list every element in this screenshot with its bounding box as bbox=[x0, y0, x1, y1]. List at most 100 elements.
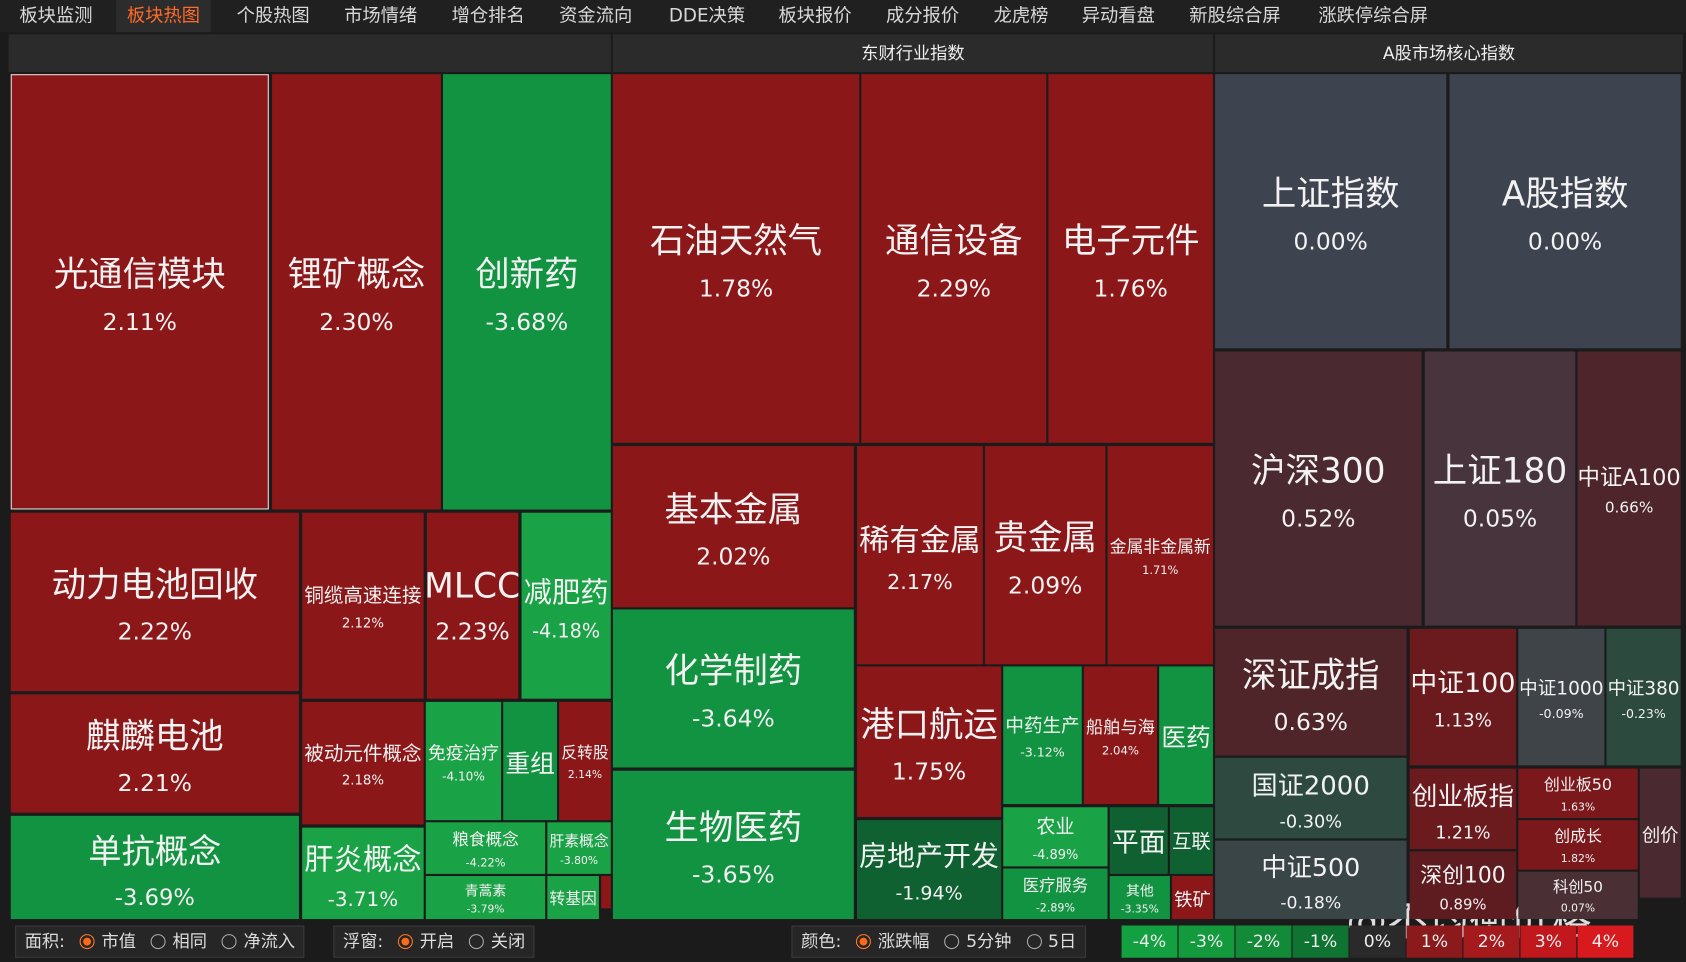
heatmap-tile[interactable]: 被动元件概念 2.18% bbox=[302, 701, 424, 825]
tile-name: 互联 bbox=[1172, 830, 1211, 854]
heatmap-tile[interactable]: 其他 -3.35% bbox=[1109, 876, 1170, 920]
heatmap-tile[interactable]: 电子元件 1.76% bbox=[1048, 74, 1213, 443]
tab[interactable]: 新股综合屏 bbox=[1189, 5, 1281, 27]
heatmap-tile[interactable]: 单抗概念 -3.69% bbox=[10, 815, 299, 920]
tab[interactable]: 板块报价 bbox=[778, 5, 852, 27]
heatmap-tile[interactable]: 锂矿概念 2.30% bbox=[272, 74, 441, 510]
radio[interactable] bbox=[1026, 934, 1042, 950]
option[interactable]: 市值 bbox=[101, 930, 136, 952]
heatmap-tile[interactable]: 青蒿素 -3.79% bbox=[425, 876, 546, 920]
heatmap-tile[interactable]: 创成长 1.82% bbox=[1518, 820, 1638, 870]
heatmap-tile[interactable]: 深创100 0.89% bbox=[1409, 851, 1517, 920]
heatmap-tile[interactable]: 反转股 2.14% bbox=[559, 701, 611, 821]
radio[interactable] bbox=[944, 934, 960, 950]
heatmap-tile[interactable]: 深证成指 0.63% bbox=[1215, 628, 1407, 756]
heatmap-tile[interactable]: 平面 bbox=[1109, 807, 1168, 874]
heatmap-tile[interactable]: 创业板50 1.63% bbox=[1518, 768, 1638, 818]
heatmap-tile[interactable]: 光通信模块 2.11% bbox=[10, 74, 269, 510]
heatmap-tile[interactable]: 减肥药 -4.18% bbox=[521, 512, 611, 699]
heatmap-tile[interactable] bbox=[601, 876, 611, 909]
tab[interactable]: DDE决策 bbox=[668, 5, 746, 27]
radio[interactable] bbox=[150, 934, 167, 950]
tab[interactable]: 板块热图 bbox=[116, 0, 211, 33]
heatmap-tile[interactable]: 中药生产 -3.12% bbox=[1003, 666, 1082, 805]
heatmap-tile[interactable]: 船舶与海 2.04% bbox=[1083, 666, 1158, 805]
heatmap-tile[interactable]: 金属非金属新 1.71% bbox=[1107, 446, 1213, 665]
label: 颜色: bbox=[801, 930, 842, 952]
tab[interactable]: 个股热图 bbox=[236, 5, 310, 27]
heatmap-tile[interactable]: 生物医药 -3.65% bbox=[612, 770, 854, 920]
heatmap-tile[interactable]: 上证180 0.05% bbox=[1424, 351, 1576, 626]
heatmap-tile[interactable]: 农业 -4.89% bbox=[1003, 807, 1108, 867]
tab[interactable]: 增仓排名 bbox=[451, 5, 525, 27]
tile-change: -0.23% bbox=[1621, 706, 1666, 722]
heatmap-tile[interactable]: 港口航运 1.75% bbox=[857, 666, 1002, 817]
heatmap-tile[interactable]: 铜缆高速连接 2.12% bbox=[302, 512, 424, 699]
tab[interactable]: 板块监测 bbox=[19, 5, 93, 27]
heatmap-tile[interactable]: 房地产开发 -1.94% bbox=[857, 820, 1002, 920]
legend-swatch: 3% bbox=[1520, 925, 1577, 958]
heatmap-tile[interactable]: 中证500 -0.18% bbox=[1215, 840, 1407, 920]
option[interactable]: 关闭 bbox=[490, 930, 526, 952]
tile-name: 肝炎概念 bbox=[304, 844, 422, 878]
heatmap-tile[interactable]: 粮食概念 -4.22% bbox=[425, 822, 546, 874]
heatmap-tile[interactable]: 互联 bbox=[1169, 807, 1213, 874]
heatmap-tile[interactable]: 动力电池回收 2.22% bbox=[10, 512, 299, 692]
heatmap-tile[interactable]: 医疗服务 -2.89% bbox=[1003, 868, 1108, 920]
tile-name: 深创100 bbox=[1420, 862, 1506, 888]
option[interactable]: 开启 bbox=[419, 930, 455, 952]
tab[interactable]: 涨跌停综合屏 bbox=[1318, 5, 1428, 27]
heatmap-tile[interactable]: 创价 bbox=[1639, 768, 1681, 898]
heatmap-tile[interactable]: 中证1000 -0.09% bbox=[1518, 628, 1605, 766]
heatmap-tile[interactable]: 中证100 1.13% bbox=[1409, 628, 1517, 766]
heatmap-tile[interactable]: 医药 bbox=[1159, 666, 1213, 805]
heatmap-tile[interactable]: 麒麟电池 2.21% bbox=[10, 694, 299, 813]
option[interactable]: 涨跌幅 bbox=[877, 930, 930, 952]
tab[interactable]: 龙虎榜 bbox=[993, 5, 1049, 27]
heatmap-tile[interactable]: MLCC 2.23% bbox=[426, 512, 519, 699]
tile-name: 船舶与海 bbox=[1086, 716, 1155, 738]
heatmap-tile[interactable]: 化学制药 -3.64% bbox=[612, 609, 854, 768]
heatmap-tile[interactable]: 免疫治疗 -4.10% bbox=[425, 701, 502, 821]
tile-change: -3.71% bbox=[327, 888, 399, 912]
tile-name: 铜缆高速连接 bbox=[304, 585, 422, 608]
tile-change: 2.04% bbox=[1101, 744, 1140, 759]
heatmap-tile[interactable]: 贵金属 2.09% bbox=[984, 446, 1106, 665]
heatmap-tile[interactable]: 创业板指 1.21% bbox=[1409, 768, 1517, 850]
option[interactable]: 5日 bbox=[1047, 930, 1077, 952]
heatmap-tile[interactable]: A股指数 0.00% bbox=[1449, 74, 1681, 349]
option[interactable]: 相同 bbox=[172, 930, 207, 952]
heatmap-tile[interactable]: 国证2000 -0.30% bbox=[1215, 757, 1407, 839]
heatmap-tile[interactable]: 肝炎概念 -3.71% bbox=[302, 827, 424, 920]
option[interactable]: 净流入 bbox=[243, 930, 296, 952]
heatmap-tile[interactable]: 创新药 -3.68% bbox=[443, 74, 611, 510]
tab[interactable]: 市场情绪 bbox=[344, 5, 418, 27]
heatmap-tile[interactable]: 石油天然气 1.78% bbox=[612, 74, 860, 443]
tile-name: 生物医药 bbox=[664, 807, 803, 848]
heatmap-tile[interactable]: 中证380 -0.23% bbox=[1606, 628, 1681, 766]
radio[interactable] bbox=[398, 934, 414, 950]
heatmap-tile[interactable]: 转基因 bbox=[547, 876, 599, 920]
heatmap-tile[interactable]: 沪深300 0.52% bbox=[1215, 351, 1422, 626]
heatmap-tile[interactable]: 铁矿 bbox=[1172, 876, 1213, 920]
radio[interactable] bbox=[856, 934, 872, 950]
option[interactable]: 5分钟 bbox=[966, 930, 1012, 952]
heatmap-tile[interactable]: 中证A100 0.66% bbox=[1577, 351, 1681, 626]
tile-change: 0.00% bbox=[1527, 228, 1603, 256]
heatmap-tile[interactable]: 基本金属 2.02% bbox=[612, 446, 854, 608]
heatmap-tile[interactable]: 科创50 0.07% bbox=[1518, 871, 1638, 920]
tab[interactable]: 资金流向 bbox=[559, 5, 633, 27]
heatmap-tile[interactable]: 上证指数 0.00% bbox=[1215, 74, 1447, 349]
heatmap-tile[interactable]: 稀有金属 2.17% bbox=[857, 446, 983, 665]
heatmap-tile[interactable]: 通信设备 2.29% bbox=[861, 74, 1047, 443]
tab[interactable]: 成分报价 bbox=[886, 5, 960, 27]
tab[interactable]: 异动看盘 bbox=[1081, 5, 1155, 27]
heatmap-tile[interactable]: 肝素概念 -3.80% bbox=[547, 822, 611, 874]
tile-name: 上证180 bbox=[1432, 450, 1568, 492]
radio[interactable] bbox=[469, 934, 485, 950]
radio[interactable] bbox=[221, 934, 238, 950]
tile-name: 国证2000 bbox=[1251, 770, 1370, 802]
heatmap-tile[interactable]: 重组 bbox=[503, 701, 558, 821]
tile-change: 0.52% bbox=[1281, 505, 1356, 533]
radio[interactable] bbox=[80, 934, 96, 950]
